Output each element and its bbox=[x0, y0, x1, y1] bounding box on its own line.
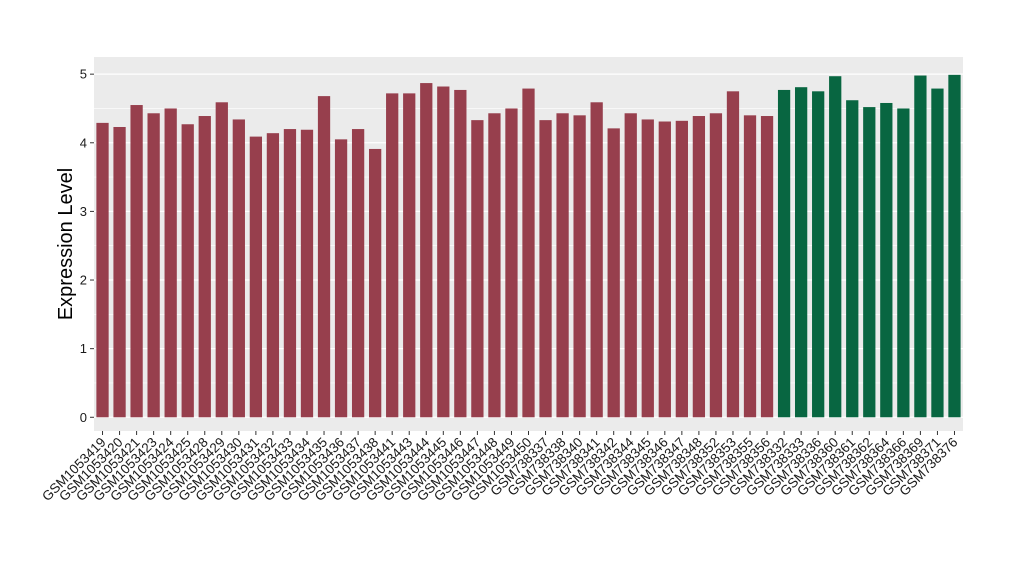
bar-GSM1053420 bbox=[113, 126, 126, 418]
y-tick-label: 0 bbox=[80, 410, 87, 425]
bar-GSM1053423 bbox=[147, 113, 160, 418]
bar-GSM738337 bbox=[539, 120, 552, 418]
bar-GSM738361 bbox=[846, 100, 859, 418]
bar-GSM1053430 bbox=[232, 119, 245, 418]
bar-GSM738336 bbox=[812, 91, 825, 418]
bar-GSM1053434 bbox=[300, 129, 314, 418]
bar-GSM1053419 bbox=[96, 122, 109, 418]
bar-GSM738345 bbox=[641, 119, 654, 418]
bar-GSM1053448 bbox=[488, 113, 501, 418]
bar-GSM738355 bbox=[743, 115, 757, 418]
bar-GSM738356 bbox=[760, 116, 774, 418]
bar-GSM738360 bbox=[829, 76, 842, 418]
bar-GSM738341 bbox=[590, 102, 603, 418]
y-axis: 0 1 2 3 4 5 bbox=[80, 67, 94, 425]
bar-GSM1053429 bbox=[215, 102, 228, 418]
y-tick-label: 3 bbox=[80, 204, 87, 219]
bar-GSM1053428 bbox=[198, 116, 211, 418]
bar-GSM738364 bbox=[880, 102, 893, 418]
bar-GSM738338 bbox=[556, 113, 569, 418]
bar-GSM738333 bbox=[794, 87, 808, 418]
bar-GSM1053432 bbox=[266, 133, 280, 418]
bar-GSM738362 bbox=[863, 107, 876, 418]
bar-GSM1053431 bbox=[249, 136, 263, 418]
bar-GSM1053447 bbox=[471, 120, 484, 418]
bar-GSM1053421 bbox=[130, 105, 143, 418]
bar-GSM1053444 bbox=[420, 83, 433, 418]
y-axis-title: Expression Level bbox=[55, 168, 77, 320]
bar-GSM1053446 bbox=[454, 89, 467, 418]
bar-GSM1053436 bbox=[334, 139, 348, 418]
bar-GSM738352 bbox=[709, 113, 723, 418]
bar-GSM738346 bbox=[658, 121, 671, 418]
bar-GSM1053441 bbox=[386, 93, 399, 418]
bar-GSM738347 bbox=[675, 120, 688, 418]
bar-GSM1053443 bbox=[403, 93, 416, 418]
bar-GSM738371 bbox=[931, 88, 944, 418]
bar-GSM738366 bbox=[897, 108, 910, 418]
x-axis: GSM1053419GSM1053420GSM1053421GSM1053423… bbox=[39, 431, 961, 504]
bar-GSM738348 bbox=[692, 116, 706, 418]
bar-GSM1053435 bbox=[317, 96, 331, 418]
bar-GSM1053450 bbox=[522, 88, 535, 418]
bar-GSM1053424 bbox=[164, 108, 177, 418]
y-tick-label: 5 bbox=[80, 67, 87, 82]
bar-GSM1053438 bbox=[369, 148, 382, 418]
bar-GSM1053433 bbox=[283, 129, 297, 418]
bar-GSM738340 bbox=[573, 115, 586, 418]
y-tick-label: 4 bbox=[80, 135, 87, 150]
bar-GSM1053437 bbox=[351, 129, 365, 418]
y-tick-label: 1 bbox=[80, 341, 87, 356]
bar-GSM738353 bbox=[726, 91, 740, 418]
bar-GSM1053425 bbox=[181, 124, 194, 418]
bar-GSM738369 bbox=[914, 75, 927, 418]
bar-GSM738376 bbox=[948, 74, 961, 418]
bars bbox=[96, 74, 961, 418]
bar-GSM1053449 bbox=[505, 108, 518, 418]
bar-GSM738342 bbox=[607, 128, 620, 418]
bar-GSM1053445 bbox=[437, 86, 450, 418]
y-tick-label: 2 bbox=[80, 273, 87, 288]
bar-GSM738332 bbox=[777, 89, 791, 418]
bar-GSM738344 bbox=[624, 113, 637, 418]
